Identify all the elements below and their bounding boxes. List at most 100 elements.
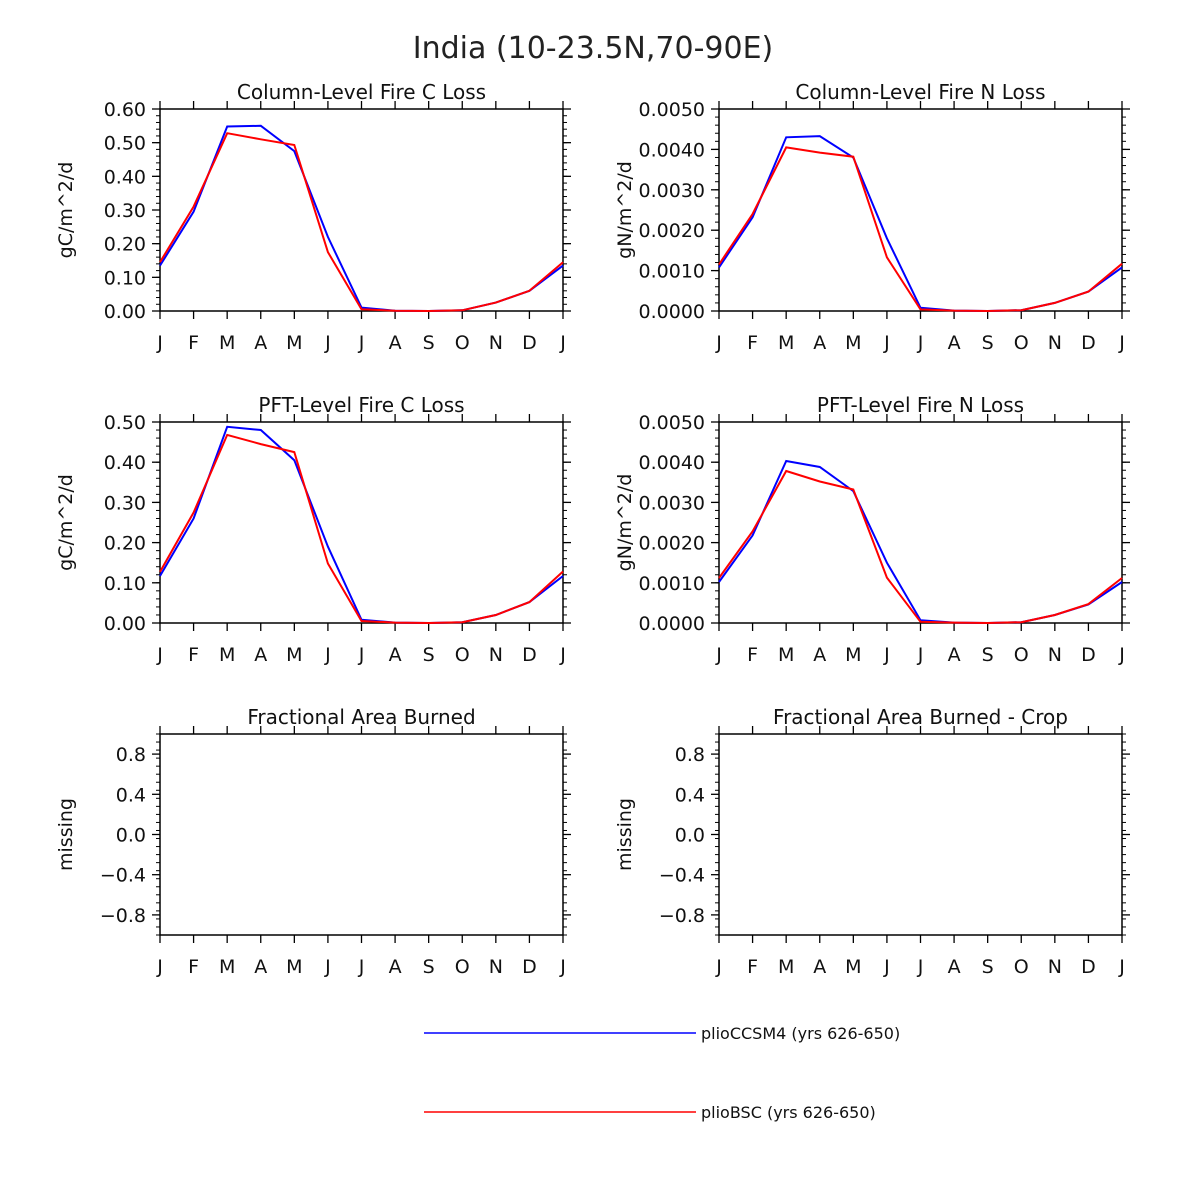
x-tick-label: M <box>778 644 794 666</box>
y-tick-label: 0.0010 <box>639 573 705 595</box>
x-tick-label: M <box>286 332 302 354</box>
x-tick-label: J <box>715 332 722 354</box>
x-tick-label: S <box>423 332 435 354</box>
y-tick-label: 0.0050 <box>639 99 705 121</box>
y-tick-label: 0.0040 <box>639 452 705 474</box>
y-tick-label: 0.40 <box>104 452 146 474</box>
x-tick-label: M <box>286 956 302 978</box>
x-tick-label: D <box>522 332 537 354</box>
x-tick-label: O <box>1014 332 1029 354</box>
y-tick-label: 0.0000 <box>639 301 705 323</box>
x-tick-label: J <box>715 644 722 666</box>
x-tick-label: J <box>1118 956 1125 978</box>
y-tick-label: −0.8 <box>100 905 146 927</box>
x-tick-label: S <box>423 956 435 978</box>
x-tick-label: J <box>156 332 163 354</box>
y-tick-label: 0.20 <box>104 234 146 256</box>
y-tick-label: 0.0000 <box>639 613 705 635</box>
x-tick-label: A <box>948 956 961 978</box>
x-tick-label: D <box>522 956 537 978</box>
x-tick-label: J <box>917 332 924 354</box>
x-tick-label: S <box>982 644 994 666</box>
panel-title: PFT-Level Fire N Loss <box>817 393 1024 417</box>
y-tick-label: −0.8 <box>659 905 705 927</box>
legend-label-bsc: plioBSC (yrs 626-650) <box>701 1103 876 1122</box>
y-tick-label: 0.10 <box>104 267 146 289</box>
y-tick-label: 0.0040 <box>639 139 705 161</box>
y-tick-label: 0.0030 <box>639 492 705 514</box>
x-tick-label: F <box>188 332 199 354</box>
series-line-ccsm4 <box>718 459 1123 625</box>
x-tick-label: M <box>778 332 794 354</box>
legend-label-ccsm4: plioCCSM4 (yrs 626-650) <box>701 1024 900 1043</box>
x-tick-label: M <box>286 644 302 666</box>
plot-frame <box>159 108 564 312</box>
plot-frame <box>718 733 1123 936</box>
x-tick-label: J <box>917 956 924 978</box>
x-tick-label: N <box>489 332 503 354</box>
panel-title: Column-Level Fire C Loss <box>237 80 486 104</box>
x-tick-label: M <box>219 332 235 354</box>
x-tick-label: J <box>156 644 163 666</box>
x-tick-label: M <box>845 956 861 978</box>
y-axis-label: missing <box>55 798 77 871</box>
x-tick-label: M <box>845 332 861 354</box>
series-line-bsc <box>159 433 564 625</box>
x-tick-label: F <box>188 644 199 666</box>
x-tick-label: N <box>1048 956 1062 978</box>
series-line-bsc <box>718 469 1123 625</box>
x-tick-label: J <box>1118 644 1125 666</box>
x-tick-label: A <box>948 644 961 666</box>
y-tick-label: 0.0020 <box>639 533 705 555</box>
x-tick-label: J <box>324 644 331 666</box>
y-axis-label: gN/m^2/d <box>614 161 636 259</box>
x-tick-label: J <box>715 956 722 978</box>
x-tick-label: M <box>219 644 235 666</box>
y-axis-label: gC/m^2/d <box>55 474 77 571</box>
x-tick-label: M <box>845 644 861 666</box>
y-tick-label: 0.0050 <box>639 412 705 434</box>
x-tick-label: A <box>813 956 826 978</box>
series-line-ccsm4 <box>159 124 564 313</box>
x-tick-label: A <box>254 644 267 666</box>
x-tick-label: A <box>389 332 402 354</box>
series-line-bsc <box>718 146 1123 313</box>
x-tick-label: A <box>389 956 402 978</box>
x-tick-label: A <box>389 644 402 666</box>
x-tick-label: F <box>747 956 758 978</box>
x-tick-label: M <box>219 956 235 978</box>
x-tick-label: N <box>1048 332 1062 354</box>
y-tick-label: 0.0030 <box>639 180 705 202</box>
x-tick-label: J <box>917 644 924 666</box>
x-tick-label: O <box>1014 956 1029 978</box>
x-tick-label: D <box>1081 644 1096 666</box>
y-tick-label: 0.20 <box>104 533 146 555</box>
y-tick-label: 0.30 <box>104 492 146 514</box>
panel-title: Fractional Area Burned - Crop <box>773 705 1068 729</box>
y-tick-label: −0.4 <box>100 865 146 887</box>
x-tick-label: A <box>813 332 826 354</box>
y-tick-label: 0.60 <box>104 99 146 121</box>
x-tick-label: J <box>883 644 890 666</box>
series-line-ccsm4 <box>159 425 564 625</box>
x-tick-label: J <box>559 956 566 978</box>
y-axis-label: missing <box>614 798 636 871</box>
legend: plioCCSM4 (yrs 626-650) plioBSC (yrs 626… <box>424 1024 900 1122</box>
x-tick-label: D <box>1081 332 1096 354</box>
x-tick-label: N <box>489 644 503 666</box>
y-tick-label: −0.4 <box>659 865 705 887</box>
x-tick-label: J <box>883 332 890 354</box>
y-tick-label: 0.8 <box>116 744 146 766</box>
series-line-bsc <box>159 132 564 313</box>
x-tick-label: O <box>455 332 470 354</box>
x-tick-label: S <box>423 644 435 666</box>
y-tick-label: 0.8 <box>675 744 705 766</box>
y-tick-label: 0.40 <box>104 166 146 188</box>
x-tick-label: O <box>455 644 470 666</box>
y-tick-label: 0.50 <box>104 133 146 155</box>
